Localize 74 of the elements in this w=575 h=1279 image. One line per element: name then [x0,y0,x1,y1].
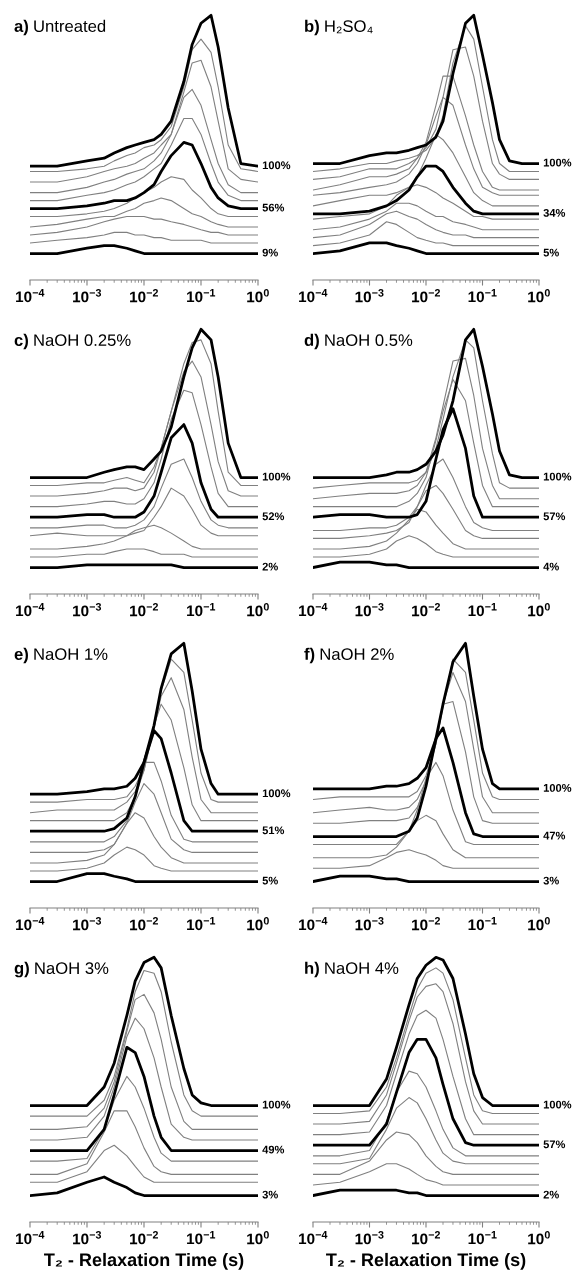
x-tick-label: 10$^{−3}$ [73,603,102,617]
x-tick-label: 10$^{−4}$ [16,917,45,931]
x-tick-label: 10$^{0}$ [247,917,269,931]
chart-title: d) NaOH 0.5% [304,333,413,350]
series-label: 56% [262,203,285,212]
x-tick-label: 10$^{0}$ [247,289,269,303]
series-label: 9% [262,248,278,257]
chart-title: b) H₂SO₄ [305,19,373,36]
x-tick-label: 10$^{−1}$ [187,289,216,303]
x-tick-label: 10$^{−1}$ [468,917,497,931]
x-tick-label: 10$^{−2}$ [412,917,440,931]
x-tick-label: 10$^{−1}$ [468,603,497,617]
x-axis-title: T₂ - Relaxation Time (s) [44,1252,244,1270]
series-label: 49% [262,1145,285,1154]
x-tick-label: 10$^{−1}$ [187,603,216,617]
chart-title: f) NaOH 2% [304,647,394,664]
x-tick-label: 10$^{−1}$ [468,1231,497,1245]
chart-title: h) NaOH 4% [305,961,399,978]
x-tick-label: 10$^{−1}$ [187,1231,216,1245]
series-label: 100% [543,1100,572,1109]
chart-title: a) Untreated [14,19,106,36]
x-tick-label: 10$^{−3}$ [73,289,102,303]
series-label: 100% [262,789,291,798]
series-label: 34% [543,208,566,217]
x-tick-label: 10$^{0}$ [247,1231,269,1245]
x-tick-label: 10$^{−4}$ [299,1231,328,1245]
x-tick-label: 10$^{−3}$ [73,917,102,931]
x-tick-label: 10$^{−3}$ [355,1231,384,1245]
x-tick-label: 10$^{−4}$ [299,917,328,931]
series-label: 52% [262,512,285,521]
x-tick-label: 10$^{−3}$ [355,289,384,303]
series-label: 100% [262,1100,291,1109]
x-tick-label: 10$^{0}$ [528,1231,550,1245]
series-label: 57% [543,512,566,521]
x-tick-label: 10$^{−4}$ [16,1231,45,1245]
chart-title: g) NaOH 3% [14,961,109,978]
x-tick-label: 10$^{−3}$ [355,603,384,617]
series-label: 5% [543,248,559,257]
x-tick-label: 10$^{−1}$ [187,917,216,931]
series-label: 100% [262,161,291,170]
x-tick-label: 10$^{−2}$ [412,603,440,617]
series-label: 51% [262,826,285,835]
chart-title: e) NaOH 1% [14,647,108,664]
series-label: 4% [543,562,559,571]
x-tick-label: 10$^{−1}$ [468,289,497,303]
series-label: 100% [262,472,291,481]
series-label: 57% [543,1140,566,1149]
x-tick-label: 10$^{0}$ [247,603,269,617]
series-label: 3% [543,876,559,885]
series-label: 100% [543,472,572,481]
series-label: 2% [543,1190,559,1199]
x-tick-label: 10$^{−2}$ [412,289,440,303]
series-label: 2% [262,562,278,571]
x-tick-label: 10$^{−4}$ [16,603,45,617]
series-label: 47% [543,831,566,840]
x-tick-label: 10$^{−2}$ [130,289,158,303]
x-tick-label: 10$^{−3}$ [73,1231,102,1245]
x-tick-label: 10$^{−4}$ [299,603,328,617]
chart-title: c) NaOH 0.25% [14,333,131,350]
x-tick-label: 10$^{−2}$ [130,1231,158,1245]
x-axis-title: T₂ - Relaxation Time (s) [326,1252,526,1270]
x-tick-label: 10$^{0}$ [528,603,550,617]
x-tick-label: 10$^{−2}$ [130,603,158,617]
series-label: 100% [543,784,572,792]
x-tick-label: 10$^{−4}$ [299,289,328,303]
x-tick-label: 10$^{−3}$ [355,917,384,931]
x-tick-label: 10$^{0}$ [528,917,550,931]
x-tick-label: 10$^{−2}$ [412,1231,440,1245]
x-tick-label: 10$^{0}$ [528,289,550,303]
x-tick-label: 10$^{−2}$ [130,917,158,931]
series-label: 100% [543,158,572,167]
series-label: 3% [262,1190,278,1199]
series-label: 5% [262,876,278,885]
x-tick-label: 10$^{−4}$ [16,289,45,303]
